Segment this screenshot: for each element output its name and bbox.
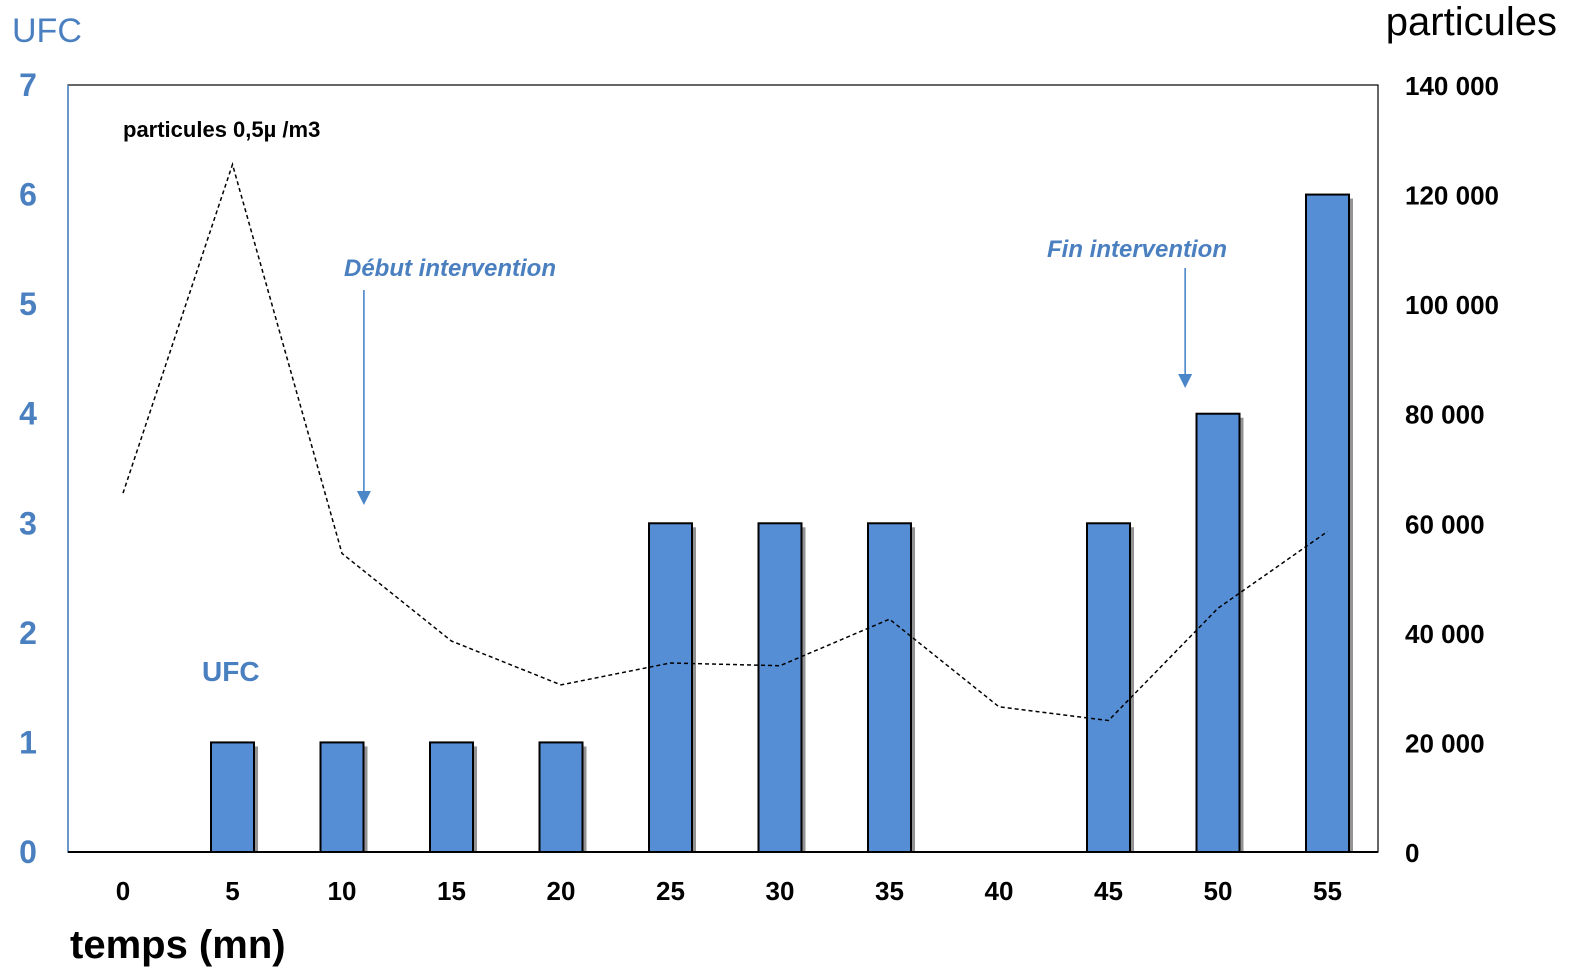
- x-tick-label: 55: [1313, 876, 1342, 906]
- bar: [210, 741, 255, 854]
- left-tick-label: 6: [19, 177, 37, 213]
- bar: [648, 522, 693, 853]
- left-tick-label: 7: [19, 67, 37, 103]
- event-arrow-head: [356, 491, 371, 505]
- x-tick-label: 40: [985, 876, 1014, 906]
- right-tick-label: 40 000: [1405, 619, 1485, 649]
- bar: [1195, 412, 1241, 853]
- right-axis-title: particules: [1386, 0, 1557, 44]
- bar: [1086, 522, 1131, 853]
- event-annotations: Début intervention Fin intervention: [344, 236, 1227, 505]
- x-tick-label: 0: [116, 876, 130, 906]
- right-axis-ticks: 0 20 000 40 000 60 000 80 000 100 000 120 000 1…: [1405, 71, 1499, 868]
- bar: [429, 741, 474, 854]
- left-axis-ticks: 0 1 2 3 4 5 6 7: [19, 67, 37, 870]
- right-tick-label: 60 000: [1405, 509, 1485, 539]
- x-tick-label: 30: [766, 876, 795, 906]
- left-tick-label: 2: [19, 615, 37, 651]
- left-axis-title: UFC: [12, 12, 82, 50]
- bar: [1305, 193, 1350, 854]
- event-label: Fin intervention: [1047, 236, 1227, 263]
- particles-series-label: particules 0,5µ /m3: [123, 117, 320, 142]
- bars-layer: [210, 193, 1353, 854]
- bar: [319, 741, 365, 854]
- right-tick-label: 140 000: [1405, 71, 1499, 101]
- left-tick-label: 5: [19, 286, 37, 322]
- x-tick-label: 50: [1204, 876, 1233, 906]
- plot-frame: [67, 84, 1379, 853]
- particles-line-layer: [122, 161, 1328, 722]
- x-tick-label: 35: [875, 876, 904, 906]
- x-tick-label: 5: [225, 876, 239, 906]
- x-tick-label: 25: [656, 876, 685, 906]
- bar: [867, 522, 912, 853]
- right-tick-label: 80 000: [1405, 400, 1485, 430]
- event-arrow-head: [1178, 374, 1193, 388]
- left-tick-label: 3: [19, 505, 37, 541]
- right-tick-label: 120 000: [1405, 181, 1499, 211]
- left-tick-label: 4: [19, 396, 37, 432]
- particles-line: [122, 161, 1328, 722]
- x-tick-label: 15: [437, 876, 466, 906]
- right-tick-label: 0: [1405, 838, 1419, 868]
- right-tick-label: 20 000: [1405, 728, 1485, 758]
- x-axis-title: temps (mn): [70, 923, 286, 967]
- left-tick-label: 0: [19, 834, 37, 870]
- bar: [757, 522, 803, 853]
- ufc-series-label: UFC: [202, 656, 260, 687]
- x-tick-label: 20: [547, 876, 576, 906]
- right-tick-label: 100 000: [1405, 290, 1499, 320]
- x-axis-ticks: 0 5 10 15 20 25 30 35 40 45 50 55: [116, 876, 1342, 906]
- event-label: Début intervention: [344, 255, 556, 282]
- x-tick-label: 45: [1094, 876, 1123, 906]
- bar: [538, 741, 584, 854]
- x-tick-label: 10: [328, 876, 357, 906]
- left-tick-label: 1: [19, 724, 37, 760]
